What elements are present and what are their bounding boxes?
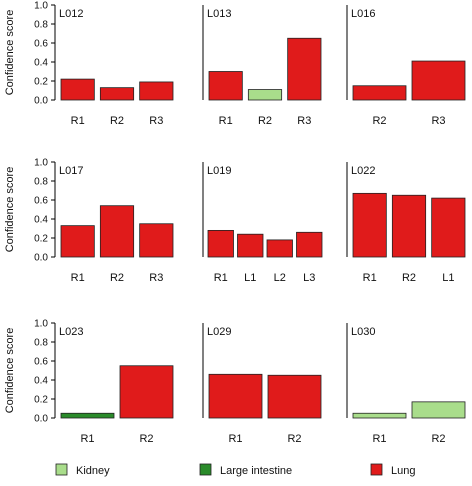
bar-l022-r2 [391,194,427,258]
bar-l029-r1 [208,373,263,419]
y-tick-label: 0.0 [34,253,48,264]
bar-l019-l1 [237,233,264,258]
panel-l016: L016 R2 R3 [346,5,466,127]
y-tick-label: 0.4 [34,58,48,69]
panel-l030: L030 R1 R2 [346,323,466,445]
panel-title: L017 [59,165,83,177]
y-tick-label: 0.0 [34,414,48,425]
category-label: L1 [442,272,454,284]
category-label: R1 [214,272,228,284]
category-label: R1 [219,115,233,127]
category-label: R3 [149,272,163,284]
panel-title: L012 [59,8,83,20]
category-label: R1 [228,433,242,445]
category-label: R1 [71,272,85,284]
bar-l013-r1 [208,71,243,101]
category-label: R1 [71,115,85,127]
category-label: R1 [372,433,386,445]
y-tick-label: 0.4 [34,376,48,387]
bar-l022-r1 [352,192,387,258]
bar-l017-r3 [139,223,174,258]
category-label: R2 [258,115,272,127]
y-tick-label: 0.2 [34,234,48,245]
category-label: L3 [303,272,315,284]
y-tick-label: 0.6 [34,357,48,368]
bar-l012-r2 [99,87,135,101]
panel-title: L022 [351,165,375,177]
category-label: R3 [297,115,311,127]
y-tick-label: 0.8 [34,338,48,349]
panel-l017: 0.0 0.2 0.4 0.6 0.8 1.0 Confidence score L017 R1… [4,158,174,284]
category-label: L1 [244,272,256,284]
bar-l016-r2 [352,85,407,101]
category-label: R3 [431,115,445,127]
bar-l023-r2 [119,365,174,419]
y-tick-label: 0.8 [34,20,48,31]
bar-l030-r1 [352,412,407,419]
legend-label: Kidney [76,465,110,477]
y-tick-label: 1.0 [34,319,48,330]
panel-title: L023 [59,326,83,338]
bar-l012-r1 [60,78,95,101]
legend-swatch [199,463,212,476]
legend-swatch [55,463,68,476]
y-axis-title: Confidence score [4,10,16,96]
y-tick-label: 1.0 [34,1,48,12]
y-tick-label: 1.0 [34,158,48,169]
bar-l017-r2 [99,205,135,258]
category-label: R2 [402,272,416,284]
panel-l029: L029 R1 R2 [202,323,322,445]
panel-l019: L019 R1 L1 L2 L3 [202,162,323,284]
legend-swatch [370,463,383,476]
bar-l017-r1 [60,225,95,258]
panels-group: 0.0 0.2 0.4 0.6 0.8 1.0 Confidence score L012 R1… [4,1,466,445]
panel-l013: L013 R1 R2 R3 [202,5,322,127]
panel-title: L019 [207,165,231,177]
bar-l019-r1 [207,229,234,258]
category-label: R2 [139,433,153,445]
y-tick-label: 0.4 [34,215,48,226]
panel-title: L013 [207,8,231,20]
category-label: R1 [80,433,94,445]
y-tick-label: 0.0 [34,96,48,107]
bar-l016-r3 [411,60,466,101]
category-label: R3 [149,115,163,127]
category-label: R2 [431,433,445,445]
bar-l022-l1 [431,197,466,258]
panel-l012: 0.0 0.2 0.4 0.6 0.8 1.0 Confidence score L012 R1… [4,1,174,127]
bar-l023-r1 [60,412,115,419]
bar-l029-r2 [267,374,322,419]
bar-l019-l3 [296,231,323,258]
y-tick-label: 0.2 [34,77,48,88]
legend: Kidney Large intestine Lung [55,463,415,477]
y-tick-label: 0.8 [34,177,48,188]
panel-title: L029 [207,326,231,338]
bar-l019-l2 [266,239,293,258]
category-label: R2 [110,272,124,284]
category-label: L2 [274,272,286,284]
panel-l022: L022 R1 R2 L1 [346,162,466,284]
bar-l013-r2 [247,89,283,101]
panel-title: L030 [351,326,375,338]
category-label: R1 [363,272,377,284]
panel-title: L016 [351,8,375,20]
y-axis-title: Confidence score [4,167,16,253]
y-axis-title: Confidence score [4,328,16,414]
bar-l013-r3 [287,37,322,101]
y-tick-label: 0.6 [34,196,48,207]
category-label: R2 [110,115,124,127]
category-label: R2 [287,433,301,445]
bar-l030-r2 [411,401,466,419]
y-tick-label: 0.2 [34,395,48,406]
legend-label: Lung [391,465,415,477]
y-tick-label: 0.6 [34,39,48,50]
category-label: R2 [372,115,386,127]
panel-l023: 0.0 0.2 0.4 0.6 0.8 1.0 Confidence score L023 R1… [4,319,174,445]
legend-label: Large intestine [220,465,292,477]
bar-l012-r3 [139,81,174,101]
